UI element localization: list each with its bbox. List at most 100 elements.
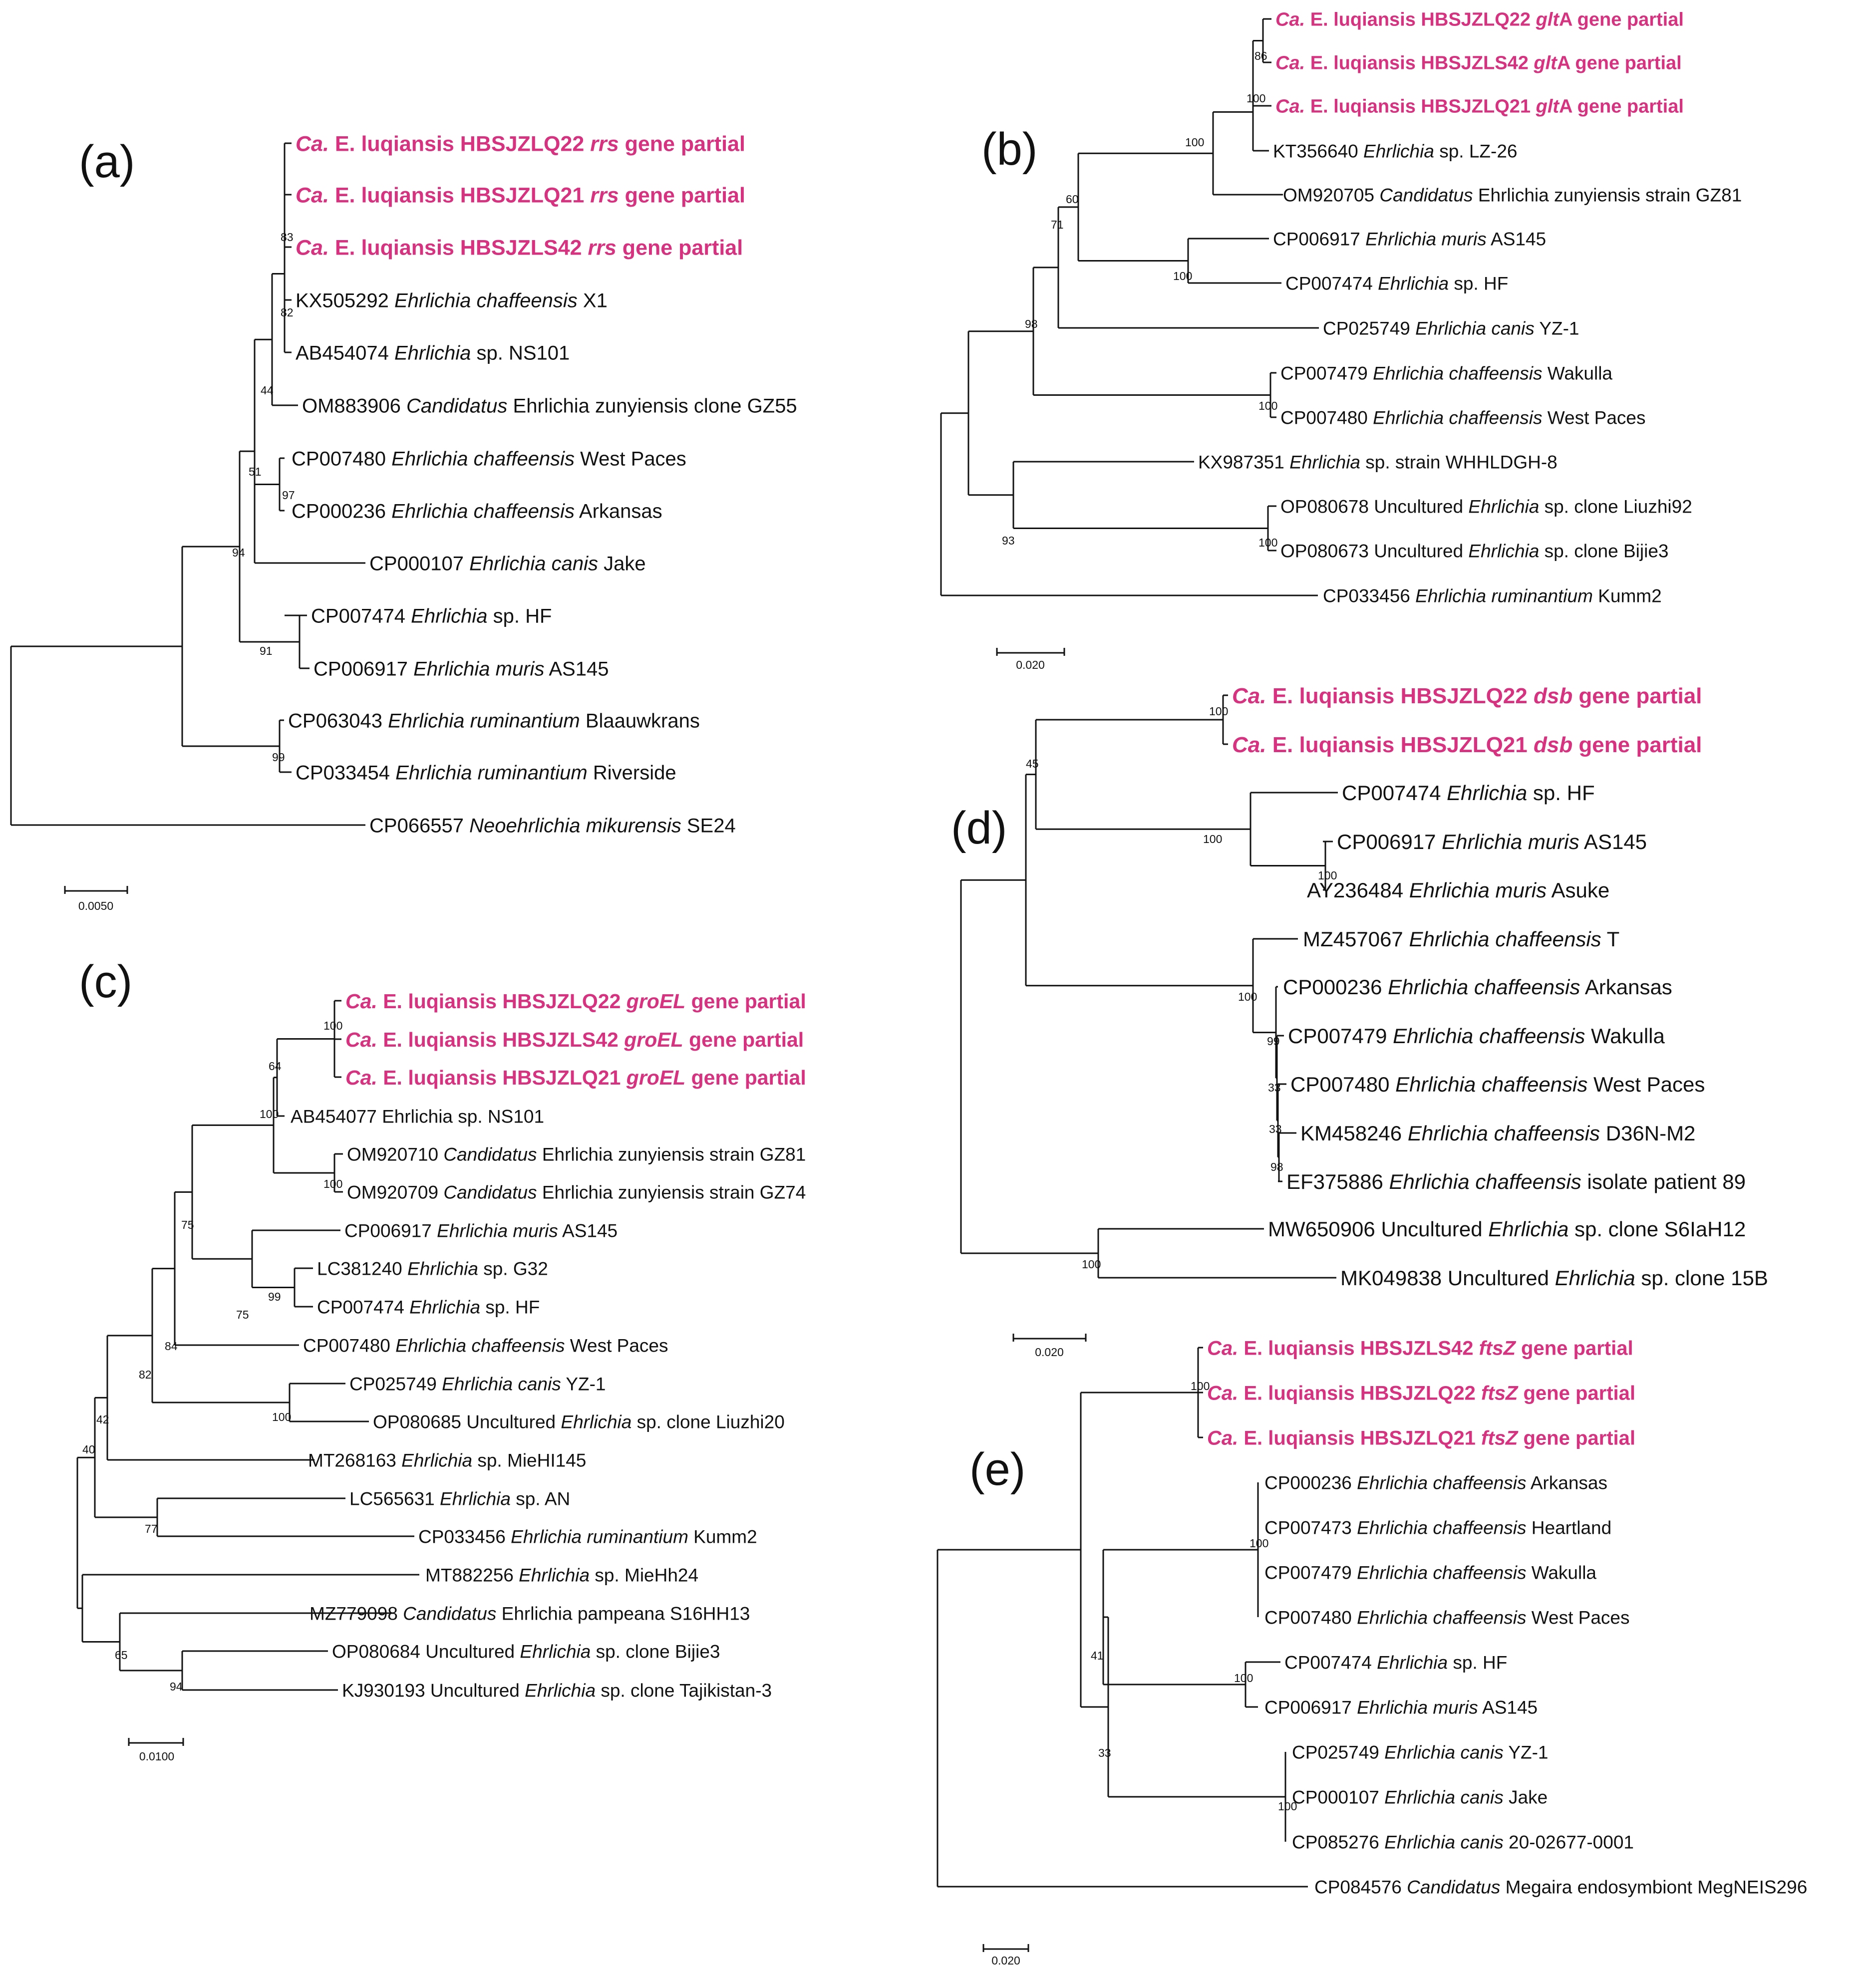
taxon-label: CP007480 Ehrlichia chaffeensis West Pace…: [1290, 1073, 1705, 1096]
accession: CP007474: [1342, 781, 1447, 805]
strain-name: Arkansas: [1580, 975, 1672, 999]
taxon-label: CP025749 Ehrlichia canis YZ-1: [349, 1374, 606, 1394]
species-name: Ehrlichia: [1488, 1217, 1568, 1241]
taxon-label: CP007480 Ehrlichia chaffeensis West Pace…: [292, 448, 686, 470]
bootstrap-value: 100: [1258, 536, 1277, 549]
bootstrap-value: 100: [1191, 1380, 1210, 1393]
taxon-tail: gene partial: [685, 990, 806, 1013]
taxon-label: MW650906 Uncultured Ehrlichia sp. clone …: [1268, 1217, 1746, 1241]
taxon-prefix: Ca.: [1275, 96, 1310, 117]
taxon-label: CP007479 Ehrlichia chaffeensis Wakulla: [1280, 363, 1612, 383]
gene-name: ftsZ: [1481, 1427, 1519, 1449]
taxon-label: Ca. E. luqiansis HBSJZLS42 gltA gene par…: [1275, 53, 1682, 74]
accession: CP006917: [1264, 1697, 1357, 1717]
species-name: Ehrlichia chaffeensis: [391, 448, 575, 470]
bootstrap-value: 100: [1278, 1800, 1297, 1813]
species-name: Ehrlichia ruminantium: [511, 1526, 688, 1547]
strain-name: sp. clone Bijie3: [591, 1641, 720, 1662]
taxon-label: CP025749 Ehrlichia canis YZ-1: [1323, 318, 1579, 338]
bootstrap-value: 42: [96, 1413, 109, 1426]
taxon-label: CP006917 Ehrlichia muris AS145: [344, 1220, 618, 1241]
accession: CP000107: [1292, 1787, 1384, 1807]
species-name: Ehrlichia chaffeensis: [1388, 975, 1580, 999]
taxon-name: E. luqiansis HBSJZLQ22: [1310, 9, 1536, 30]
taxon-label: CP006917 Ehrlichia muris AS145: [1337, 830, 1647, 853]
taxon-name: E. luqiansis HBSJZLQ22: [383, 990, 626, 1013]
strain-name: AS145: [544, 658, 609, 680]
accession: KJ930193 Uncultured: [342, 1680, 525, 1700]
tree-panel-c: (c) Ca. E. luqiansis HBSJZLQ22 groEL gene…: [76, 956, 806, 1763]
taxon-prefix: Ca.: [1232, 684, 1272, 708]
accession: KM458246: [1300, 1122, 1408, 1145]
bootstrap-value: 44: [261, 384, 274, 397]
strain-name: Kumm2: [688, 1526, 757, 1547]
taxon-label: OP080685 Uncultured Ehrlichia sp. clone …: [373, 1411, 785, 1432]
taxon-name: E. luqiansis HBSJZLQ22: [335, 132, 590, 156]
strain-name: Asuke: [1547, 878, 1609, 902]
species-name: Ehrlichia canis: [1384, 1742, 1504, 1762]
species-name: Ehrlichia chaffeensis: [1408, 1122, 1600, 1145]
taxon-label: KJ930193 Uncultured Ehrlichia sp. clone …: [342, 1680, 772, 1700]
bootstrap-value: 100: [1258, 399, 1277, 412]
taxon-name: E. luqiansis HBSJZLS42: [335, 236, 588, 260]
species-name: Ehrlichia: [520, 1641, 591, 1662]
taxon-label: Ca. E. luqiansis HBSJZLQ21 rrs gene part…: [296, 183, 745, 207]
taxon-label: Ca. E. luqiansis HBSJZLQ21 groEL gene pa…: [345, 1066, 806, 1089]
species-name: Candidatus: [1379, 185, 1473, 205]
taxon-label: CP007474 Ehrlichia sp. HF: [311, 605, 552, 627]
taxon-prefix: Ca.: [345, 1028, 383, 1051]
taxon-label: CP007474 Ehrlichia sp. HF: [317, 1297, 540, 1317]
accession: OM883906: [302, 395, 406, 417]
bootstrap-value: 75: [236, 1308, 249, 1321]
bootstrap-value: 75: [181, 1218, 194, 1231]
accession: AB454074: [296, 342, 394, 364]
accession: CP000107: [369, 553, 469, 574]
bootstrap-value: 100: [1203, 833, 1222, 845]
taxon-prefix: Ca.: [296, 183, 335, 207]
strain-name: Arkansas: [1527, 1472, 1607, 1493]
taxon-label: MZ457067 Ehrlichia chaffeensis T: [1303, 927, 1619, 951]
accession: AB454077 Ehrlichia sp. NS101: [291, 1106, 544, 1126]
species-name: Ehrlichia chaffeensis: [1373, 363, 1542, 383]
panel-label: (c): [79, 956, 132, 1007]
species-name: Ehrlichia muris: [1409, 878, 1547, 902]
bootstrap-value: 100: [1234, 1672, 1253, 1685]
taxon-label: EF375886 Ehrlichia chaffeensis isolate p…: [1286, 1170, 1746, 1193]
gene-name: glt: [1536, 96, 1560, 117]
bootstrap-value: 100: [1247, 92, 1265, 105]
strain-name: Ehrlichia zunyiensis strain GZ74: [537, 1182, 806, 1202]
strain-name: AS145: [1478, 1697, 1538, 1717]
species-name: Ehrlichia chaffeensis: [1357, 1517, 1526, 1538]
accession: OM920709: [347, 1182, 443, 1202]
taxon-tail: gene partial: [1572, 733, 1702, 757]
species-name: Ehrlichia: [1468, 496, 1539, 517]
strain-name: West Paces: [565, 1335, 668, 1356]
strain-name: Ehrlichia zunyiensis strain GZ81: [1473, 185, 1742, 205]
taxon-label: Ca. E. luqiansis HBSJZLQ21 ftsZ gene par…: [1207, 1427, 1635, 1449]
species-name: Ehrlichia ruminantium: [388, 710, 580, 732]
taxon-label: CP007480 Ehrlichia chaffeensis West Pace…: [303, 1335, 668, 1356]
strain-name: Riverside: [588, 762, 676, 784]
strain-name: X1: [578, 289, 608, 311]
taxon-label: OP080678 Uncultured Ehrlichia sp. clone …: [1280, 496, 1692, 517]
taxon-label: CP000236 Ehrlichia chaffeensis Arkansas: [1283, 975, 1672, 999]
taxon-label: MK049838 Uncultured Ehrlichia sp. clone …: [1340, 1266, 1768, 1290]
taxon-label: CP000107 Ehrlichia canis Jake: [1292, 1787, 1548, 1807]
accession: CP006917: [313, 658, 413, 680]
taxon-label: CP007480 Ehrlichia chaffeensis West Pace…: [1264, 1607, 1630, 1628]
accession: OP080678 Uncultured: [1280, 496, 1468, 517]
taxon-name: E. luqiansis HBSJZLQ21: [335, 183, 590, 207]
accession: MT268163: [308, 1450, 401, 1470]
taxon-label: MT268163 Ehrlichia sp. MieHI145: [308, 1450, 586, 1470]
species-name: Ehrlichia muris: [1442, 830, 1579, 853]
accession: AY236484: [1307, 878, 1409, 902]
species-name: Ehrlichia chaffeensis: [1373, 407, 1542, 428]
taxon-label: CP007474 Ehrlichia sp. HF: [1342, 781, 1595, 805]
accession: CP063043: [288, 710, 388, 732]
scale-bar-label: 0.020: [1016, 658, 1045, 671]
taxon-label: CP084576 Candidatus Megaira endosymbiont…: [1314, 1877, 1807, 1897]
taxon-name: E. luqiansis HBSJZLQ21: [1272, 733, 1534, 757]
taxon-name: E. luqiansis HBSJZLS42: [383, 1028, 624, 1051]
species-name: Ehrlichia muris: [413, 658, 544, 680]
